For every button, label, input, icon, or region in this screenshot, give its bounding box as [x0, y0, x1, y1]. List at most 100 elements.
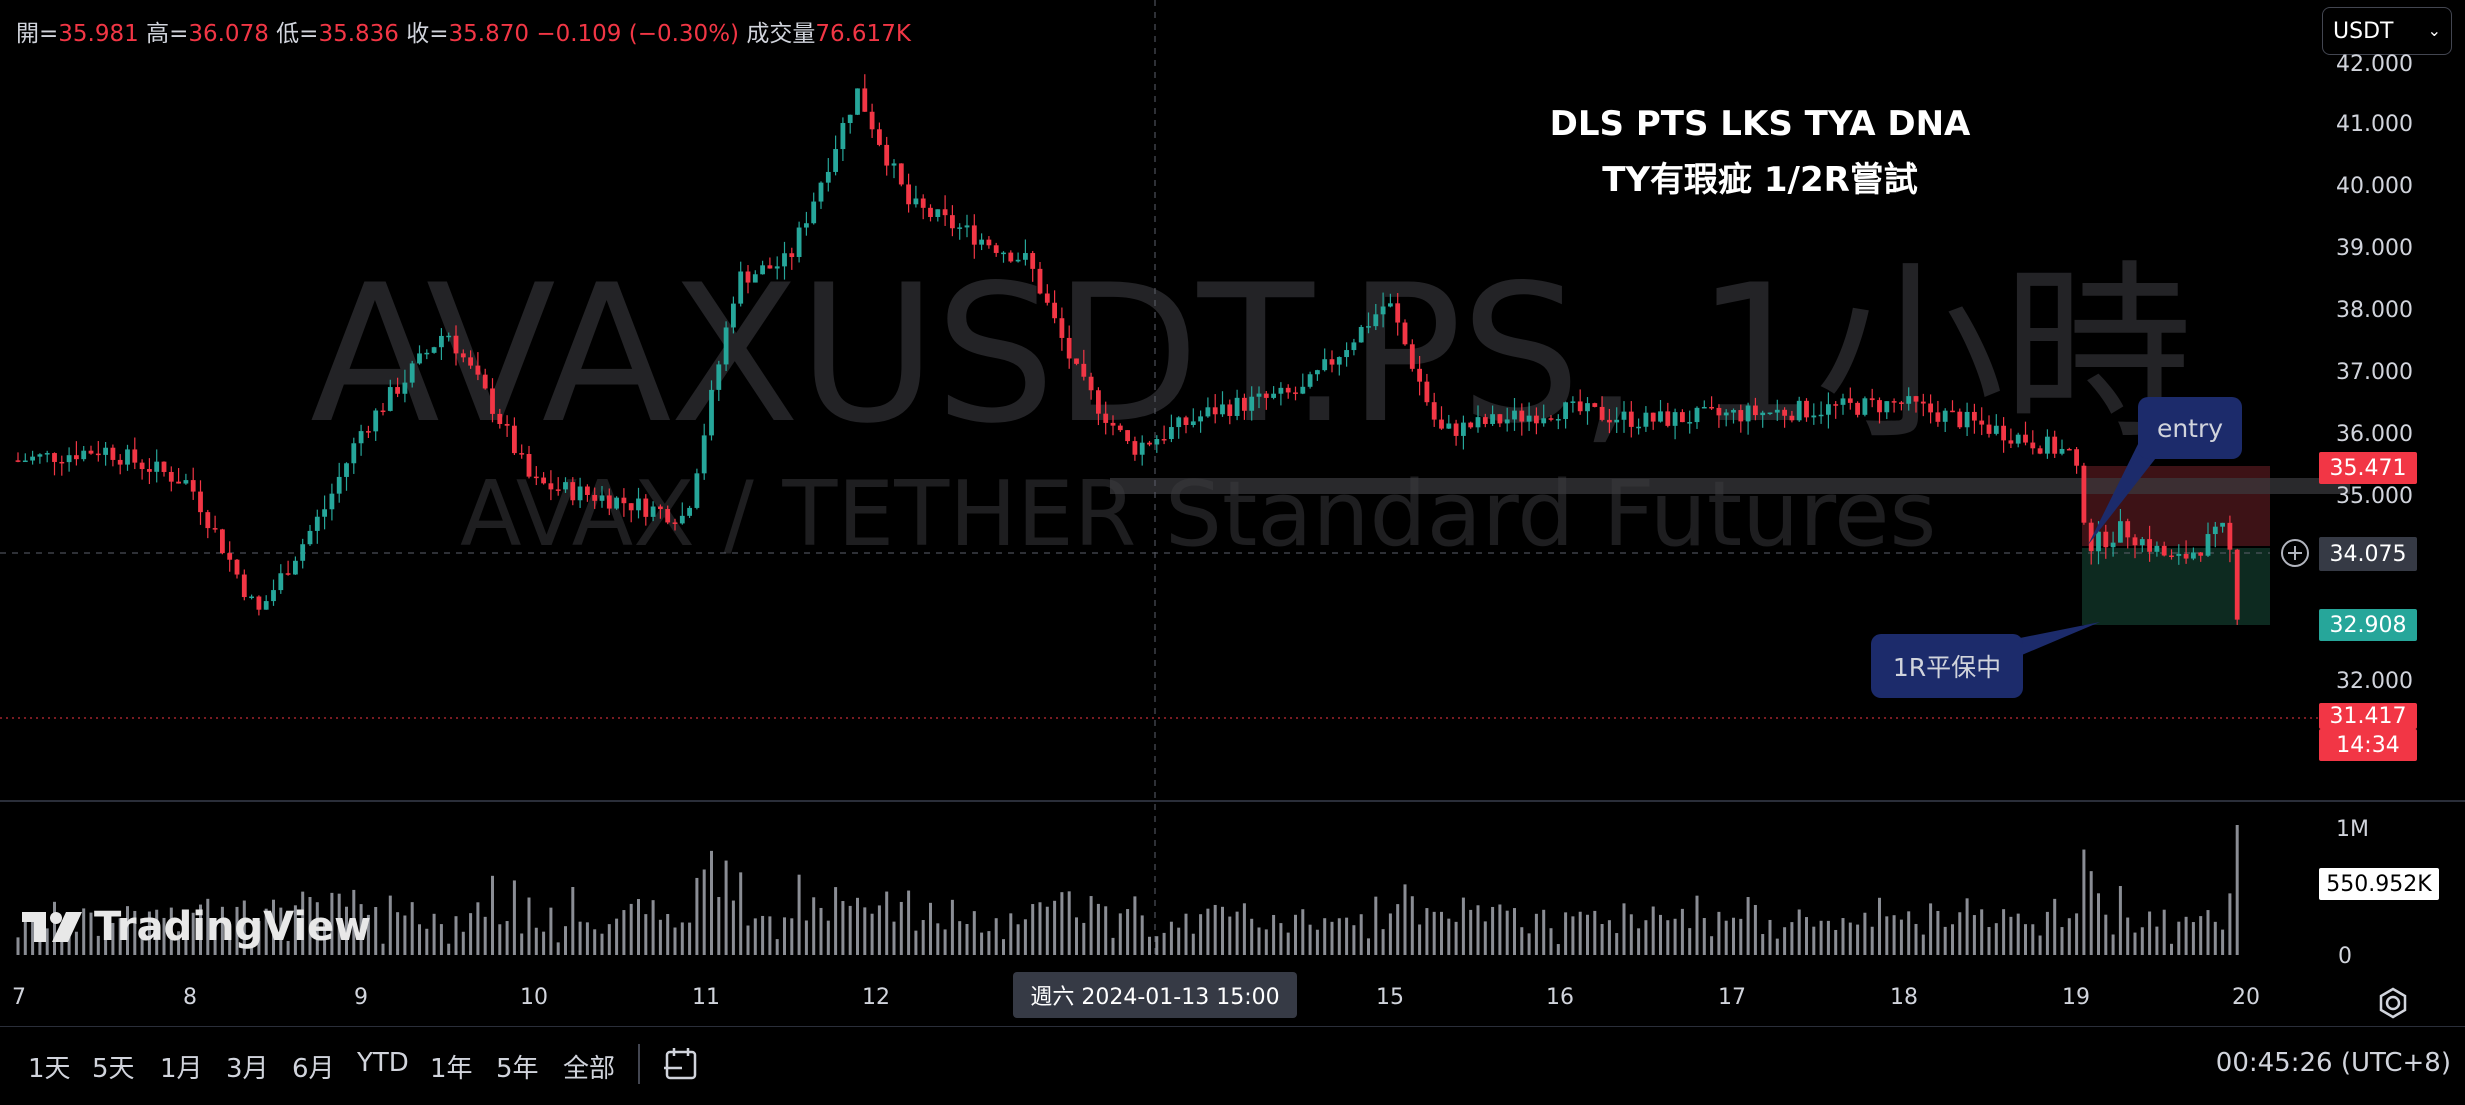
volume-bar — [2235, 825, 2239, 955]
volume-bar — [1031, 904, 1035, 955]
volume-bar — [2148, 911, 2152, 955]
volume-bar — [607, 924, 611, 955]
volume-bar — [1286, 932, 1290, 955]
volume-bar — [1907, 911, 1911, 955]
candle-body — [1796, 400, 1802, 421]
volume-bar — [1199, 914, 1203, 955]
volume-bar — [2075, 913, 2079, 955]
candle-body — [1658, 411, 1663, 422]
candle-body — [1899, 402, 1904, 404]
candle-body — [782, 253, 787, 267]
volume-bar — [2228, 893, 2232, 955]
volume-bar — [1191, 933, 1195, 955]
volume-bar — [469, 913, 473, 955]
volume-bar — [1666, 920, 1670, 955]
range-1y-button[interactable]: 1年 — [430, 1054, 473, 1084]
candle-body — [1519, 410, 1525, 422]
volume-bar — [82, 908, 86, 955]
volume-bar — [1965, 898, 1969, 955]
volume-bar — [1374, 896, 1378, 955]
volume-bar — [1571, 916, 1575, 955]
date-label: 17 — [1718, 985, 1746, 1010]
range-5y-button[interactable]: 5年 — [496, 1054, 539, 1084]
candle-body — [1986, 424, 1992, 434]
currency-value: USDT — [2333, 18, 2394, 44]
volume-bar — [454, 916, 458, 955]
candle-body — [840, 123, 846, 150]
volume-bar — [848, 905, 852, 955]
volume-bar — [147, 911, 151, 955]
candle-body — [1570, 401, 1576, 403]
range-3m-button[interactable]: 3月 — [226, 1054, 269, 1084]
volume-bar — [775, 939, 779, 955]
candle-body — [1234, 397, 1240, 416]
volume-bar — [1184, 913, 1188, 955]
volume-bar — [571, 887, 575, 955]
candle-body — [1190, 421, 1196, 426]
volume-bar — [950, 899, 954, 955]
tradingview-logo[interactable]: TradingView — [22, 904, 371, 950]
currency-select[interactable]: USDT ⌄ — [2322, 7, 2452, 55]
volume-bar — [1250, 918, 1254, 955]
volume-bar — [1739, 918, 1743, 955]
candle-body — [307, 530, 313, 545]
volume-bar — [724, 860, 728, 955]
candle-body — [847, 114, 853, 124]
volume-bar — [593, 929, 597, 955]
volume-bar — [987, 931, 991, 955]
settings-icon[interactable] — [2376, 986, 2410, 1020]
volume-bar — [491, 875, 494, 955]
range-1m-button[interactable]: 1月 — [160, 1054, 203, 1084]
candle-body — [1183, 417, 1189, 426]
volume-bar — [629, 903, 633, 955]
timezone-clock[interactable]: 00:45:26 (UTC+8) — [2215, 1048, 2451, 1078]
candle-body — [1015, 259, 1021, 262]
range-ytd-button[interactable]: YTD — [357, 1048, 409, 1078]
candle-body — [2118, 521, 2123, 543]
entry-bubble[interactable]: entry — [2138, 397, 2242, 459]
candle-body — [1315, 370, 1320, 375]
volume-bar — [651, 900, 655, 955]
date-label: 9 — [354, 985, 368, 1010]
range-all-button[interactable]: 全部 — [563, 1054, 616, 1084]
price-tick: 38.000 — [2336, 298, 2413, 323]
candle-body — [1745, 405, 1751, 422]
range-5d-button[interactable]: 5天 — [92, 1054, 135, 1084]
volume-bar — [1045, 906, 1049, 955]
close-value: 35.870 — [448, 21, 529, 47]
volume-bar — [1826, 920, 1830, 955]
candle-body — [950, 215, 955, 229]
candle-body — [1760, 412, 1766, 416]
candle-body — [818, 182, 824, 202]
candle-body — [278, 573, 284, 591]
volume-bar — [1330, 921, 1334, 955]
candle-body — [1964, 411, 1970, 428]
volume-bar — [600, 933, 604, 955]
volume-bar — [264, 908, 268, 955]
go-to-date-icon[interactable] — [662, 1044, 702, 1084]
candle-body — [74, 455, 79, 460]
volume-bar — [2133, 932, 2137, 955]
candle-body — [271, 590, 276, 602]
candle-body — [964, 225, 970, 228]
volume-bar — [1797, 909, 1801, 955]
price-chart[interactable] — [0, 0, 2465, 1026]
candle-body — [387, 387, 393, 411]
candle-body — [2125, 521, 2131, 538]
volume-bar — [1162, 932, 1166, 955]
volume-bar — [330, 892, 334, 955]
volume-bar — [140, 930, 144, 955]
volume-bar — [1542, 909, 1546, 955]
range-1d-button[interactable]: 1天 — [28, 1054, 71, 1084]
range-6m-button[interactable]: 6月 — [292, 1054, 335, 1084]
candle-body — [1782, 409, 1787, 416]
breakeven-bubble[interactable]: 1R平保中 — [1871, 634, 2023, 698]
candle-body — [1607, 419, 1612, 423]
volume-bar — [1169, 921, 1173, 955]
volume-bar — [739, 872, 743, 955]
candle-body — [563, 482, 568, 490]
volume-bar — [1783, 927, 1787, 955]
volume-bar — [2009, 916, 2013, 955]
bottom-toolbar — [0, 1026, 2465, 1105]
candle-body — [512, 425, 517, 454]
